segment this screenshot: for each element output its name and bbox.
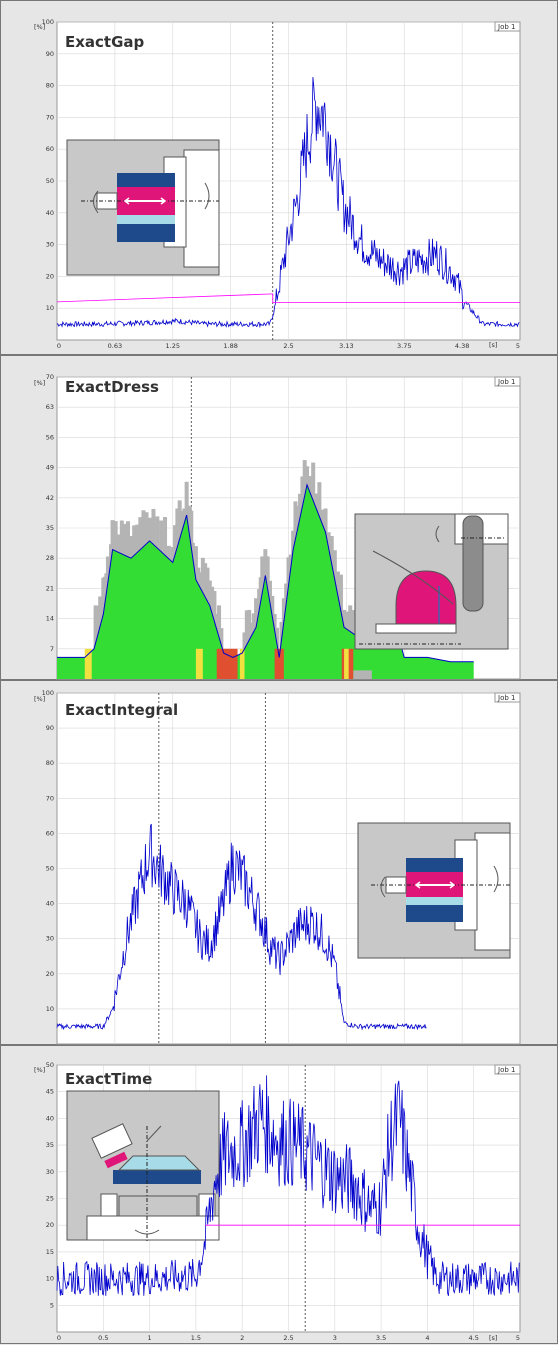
y-tick-label: 25 [46, 1195, 54, 1203]
y-tick-label: 20 [46, 272, 54, 280]
y-tick-label: 50 [46, 177, 54, 185]
y-tick-label: 21 [46, 584, 54, 592]
y-tick-label: 20 [46, 1221, 54, 1229]
dress-zone [239, 648, 245, 679]
chart-title: ExactIntegral [65, 701, 178, 719]
x-tick-label: 0.5 [98, 1334, 108, 1342]
series-line [56, 77, 520, 329]
y-tick-label: 63 [46, 403, 54, 411]
x-tick-label: 3 [333, 1334, 337, 1342]
y-tick-label: 42 [46, 494, 54, 502]
y-tick-label: 50 [46, 865, 54, 873]
y-tick-label: 60 [46, 145, 54, 153]
exactintegral-panel: 10 20 30 40 50 60 70 80 90 100 ExactIntegral Job … [0, 680, 558, 1045]
dress-roller-illustration [354, 513, 509, 650]
x-tick-label: 4.5 [469, 1334, 479, 1342]
y-tick-label: 20 [46, 970, 54, 978]
x-tick-label: 0 [57, 342, 61, 350]
y-tick-label: 30 [46, 241, 54, 249]
y-tick-label: 45 [46, 1088, 54, 1096]
exacttime-chart: 5 10 15 20 25 30 35 40 45 50 0 0.5 1 1.5 2 2.5 3 3.5 4 4.5 5… [34, 1061, 521, 1342]
reference-bar [353, 670, 372, 679]
y-tick-label: 100 [42, 18, 54, 26]
chart-title: ExactDress [65, 378, 159, 396]
exactgap-chart: 10 20 30 40 50 60 70 80 90 100 0 0.63 1.25 1.88 2.5 3.1… [34, 18, 521, 350]
y-tick-label: 70 [46, 113, 54, 121]
x-tick-label: 5 [516, 1334, 520, 1342]
y-tick-label: 35 [46, 1141, 54, 1149]
x-tick-label: 3.5 [376, 1334, 386, 1342]
y-tick-label: 5 [50, 1301, 54, 1309]
y-tick-label: 7 [50, 645, 54, 653]
x-tick-label: 1.88 [223, 342, 237, 350]
y-tick-label: 40 [46, 209, 54, 217]
time-grinder-illustration [66, 1090, 220, 1242]
dress-zone [195, 648, 203, 679]
y-tick-label: 30 [46, 935, 54, 943]
y-tick-label: 49 [46, 464, 54, 472]
x-tick-label: 1.25 [166, 342, 180, 350]
x-tick-label: 0 [57, 1334, 61, 1342]
series-line [56, 293, 520, 303]
x-tick-label: 4.38 [455, 342, 469, 350]
exacttime-panel: 5 10 15 20 25 30 35 40 45 50 0 0.5 1 1.5 2 2.5 3 3.5 4 4.5 5… [0, 1045, 558, 1344]
y-tick-label: 90 [46, 724, 54, 732]
chart-title: ExactTime [65, 1070, 152, 1088]
x-tick-label: 2 [240, 1334, 244, 1342]
y-tick-label: 10 [46, 304, 54, 312]
y-tick-label: 30 [46, 1168, 54, 1176]
dress-zone [84, 648, 92, 679]
x-tick-label: 2.5 [283, 1334, 293, 1342]
x-unit-label: [s] [489, 341, 497, 349]
x-tick-label: 1.5 [191, 1334, 201, 1342]
integral-sensor-illustration [357, 822, 511, 959]
gap-sensor-illustration [66, 139, 220, 276]
x-tick-label: 2.5 [283, 342, 293, 350]
y-tick-label: 56 [46, 433, 54, 441]
y-tick-label: 80 [46, 82, 54, 90]
y-tick-label: 60 [46, 829, 54, 837]
dress-zone [216, 648, 238, 679]
x-tick-label: 4 [425, 1334, 429, 1342]
x-tick-label: 3.75 [397, 342, 411, 350]
job-label: Job 1 [497, 378, 515, 386]
y-tick-label: 100 [42, 689, 54, 697]
y-tick-label: 40 [46, 900, 54, 908]
x-tick-label: 3.13 [339, 342, 353, 350]
y-unit-label: [%] [34, 695, 45, 703]
y-tick-label: 90 [46, 50, 54, 58]
y-tick-label: 70 [46, 373, 54, 381]
x-tick-label: 5 [516, 342, 520, 350]
y-tick-label: 80 [46, 759, 54, 767]
y-tick-label: 15 [46, 1248, 54, 1256]
x-tick-label: 0.63 [108, 342, 122, 350]
chart-title: ExactGap [65, 33, 145, 51]
x-tick-label: 1 [148, 1334, 152, 1342]
job-label: Job 1 [497, 694, 515, 702]
job-label: Job 1 [497, 23, 515, 31]
y-unit-label: [%] [34, 23, 45, 31]
y-unit-label: [%] [34, 379, 45, 387]
series-line [56, 1075, 520, 1297]
exactintegral-chart: 10 20 30 40 50 60 70 80 90 100 ExactIntegral Job … [34, 689, 521, 1045]
y-tick-label: 14 [46, 615, 54, 623]
y-tick-label: 50 [46, 1061, 54, 1069]
job-label: Job 1 [497, 1066, 515, 1074]
y-tick-label: 10 [46, 1005, 54, 1013]
y-tick-label: 35 [46, 524, 54, 532]
exactdress-panel: 7 14 21 28 35 42 49 56 63 70 ExactDress Job 1 [%] [0, 355, 558, 680]
dress-zone [274, 648, 284, 679]
y-tick-label: 70 [46, 794, 54, 802]
y-tick-label: 10 [46, 1275, 54, 1283]
y-tick-label: 28 [46, 554, 54, 562]
exactgap-panel: 10 20 30 40 50 60 70 80 90 100 0 0.63 1.25 1.88 2.5 3.1… [0, 0, 558, 355]
series-line [56, 823, 427, 1031]
x-unit-label: [s] [489, 1334, 497, 1342]
y-tick-label: 40 [46, 1114, 54, 1122]
exactdress-chart: 7 14 21 28 35 42 49 56 63 70 ExactDress Job 1 [%] [34, 373, 521, 680]
y-unit-label: [%] [34, 1066, 45, 1074]
dress-zone [344, 648, 349, 679]
